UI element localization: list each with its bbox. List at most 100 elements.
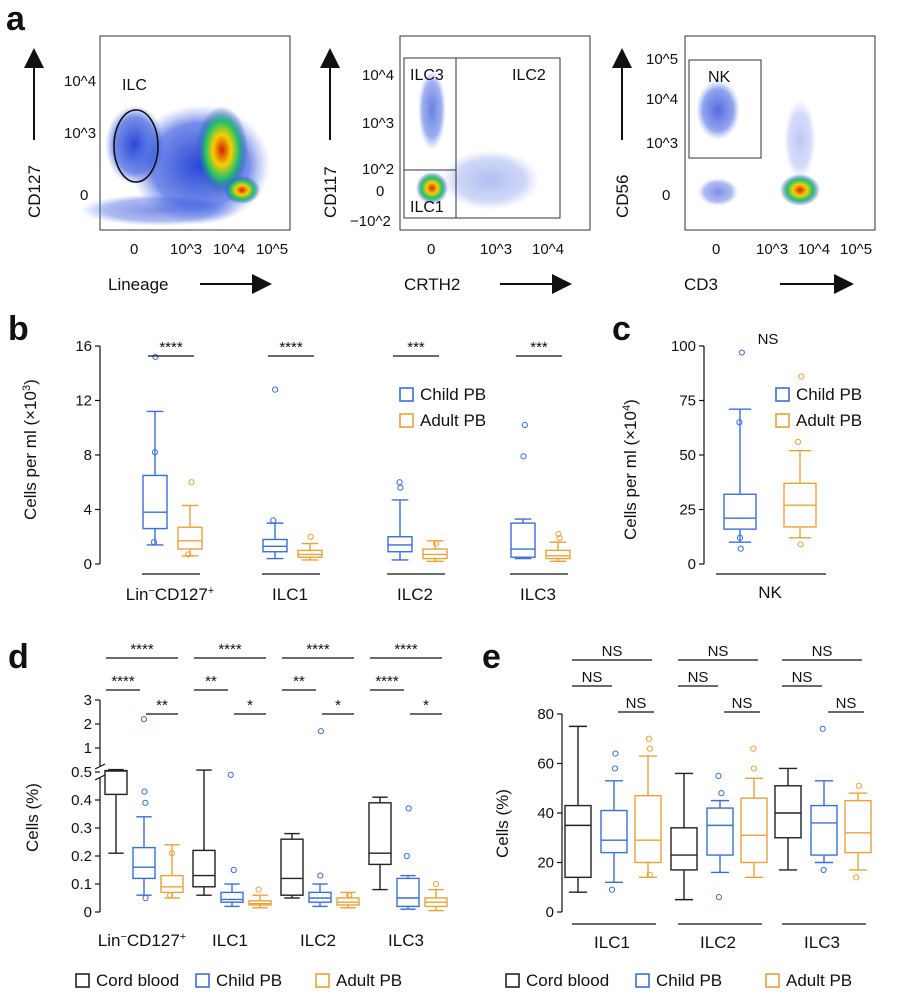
gate-label-ilc3: ILC3 [410,67,444,84]
panel-label-a: a [6,0,26,38]
significance-label: NS [688,669,709,686]
outlier-point [613,751,618,756]
outlier-point [799,374,804,379]
legend-label: Adult PB [796,411,862,430]
box [707,808,733,855]
outlier-point [646,736,651,741]
x-tick: 10^3 [170,241,202,258]
outlier-point [397,480,402,485]
box-child-pb [601,751,627,892]
y-tick: 0 [662,187,670,204]
box-adult-pb [845,783,871,880]
box-cord-blood [193,770,215,895]
legend-label: Child PB [796,385,862,404]
y-tick-label: 25 [679,502,696,519]
outlier-point [398,485,403,490]
significance-label: *** [530,339,548,356]
x-tick-label: ILC3 [804,933,840,952]
box [671,828,697,870]
box [193,850,215,886]
box [178,527,202,549]
y-tick: 10^3 [362,115,394,132]
significance-label: * [335,697,341,714]
box-cord-blood [105,770,127,854]
outlier-point [609,887,614,892]
x-tick: 10^5 [256,241,288,258]
legend-swatch [776,388,789,401]
significance-label: **** [306,641,330,658]
y-tick-label: 0 [84,556,92,573]
x-tick: 0 [712,241,720,258]
significance-label: **** [159,339,183,356]
chart-b: 0481216Cells per ml (×103)****Lin−CD127+… [21,338,570,604]
flow-plot-1: ILC 0 10^3 10^4 10^5 0 10^3 10^4 Lineage… [25,36,290,294]
y-tick-label: 80 [537,706,554,723]
outlier-point [228,772,233,777]
x-tick: 10^4 [798,241,830,258]
outlier-point [751,766,756,771]
y-tick-label: 2 [84,716,92,733]
y-tick-label: 12 [75,393,92,410]
legend-label: Cord blood [526,971,609,990]
x-tick-label: ILC1 [594,933,630,952]
outlier-point [521,454,526,459]
box [775,786,801,838]
outlier-point [189,480,194,485]
y-tick: 10^2 [362,161,394,178]
gate-label-ilc2: ILC2 [512,67,546,84]
significance-label: NS [602,643,623,660]
box [546,550,570,558]
outlier-point [318,873,323,878]
y-tick: 10^4 [362,67,394,84]
y-tick-label: 1 [84,740,92,757]
figure: a ILC 0 10^3 10^4 10^5 0 10^3 10^4 Linea… [0,0,901,1000]
x-tick-label: ILC2 [300,931,336,950]
significance-label: NS [582,669,603,686]
legend-swatch [76,974,89,987]
box-adult-pb [635,736,661,877]
panel-label-e: e [482,638,501,676]
x-tick-label: Lin−CD127+ [98,931,186,950]
x-tick-label: ILC2 [700,933,736,952]
y-axis-label: Cells per ml (×104) [621,399,640,540]
box-adult-pb [298,534,322,560]
box [281,839,303,895]
gate-label-nk: NK [708,69,731,86]
outlier-point [308,534,313,539]
y-tick-label: 0.1 [71,876,92,893]
outlier-point [433,881,438,886]
box [397,878,419,906]
significance-label: NS [732,695,753,712]
outlier-point [231,867,236,872]
outlier-point [141,717,146,722]
legend-swatch [400,414,413,427]
legend-label: Child PB [656,971,722,990]
y-tick: 0 [376,183,384,200]
chart-d: 00.10.20.30.40.5123Cells (%)**********Li… [23,641,447,990]
box-adult-pb [249,887,271,908]
significance-label: * [423,697,429,714]
outlier-point [647,746,652,751]
box-cord-blood [369,797,391,889]
outlier-point [273,387,278,392]
box-adult-pb [741,746,767,877]
x-tick-label: ILC2 [397,585,433,604]
box [143,475,167,528]
significance-label: *** [407,339,425,356]
outlier-point [522,422,527,427]
y-axis-label: CD127 [25,165,44,218]
significance-label: **** [130,641,154,658]
significance-label: **** [394,641,418,658]
y-tick-label: 20 [537,855,554,872]
y-tick: 10^3 [64,125,96,142]
box-cord-blood [565,726,591,892]
y-tick-label: 60 [537,756,554,773]
y-axis-label: Cells (%) [493,789,512,858]
x-tick: 0 [130,241,138,258]
outlier-point [716,773,721,778]
chart-c: 0 25 50 75 100 Cells per ml (×104) NS NK Child P… [621,331,862,602]
box [369,803,391,865]
y-axis-label: Cells per ml (×103) [21,379,40,520]
y-tick: 0 [80,187,88,204]
x-axis-label: CRTH2 [404,275,460,294]
